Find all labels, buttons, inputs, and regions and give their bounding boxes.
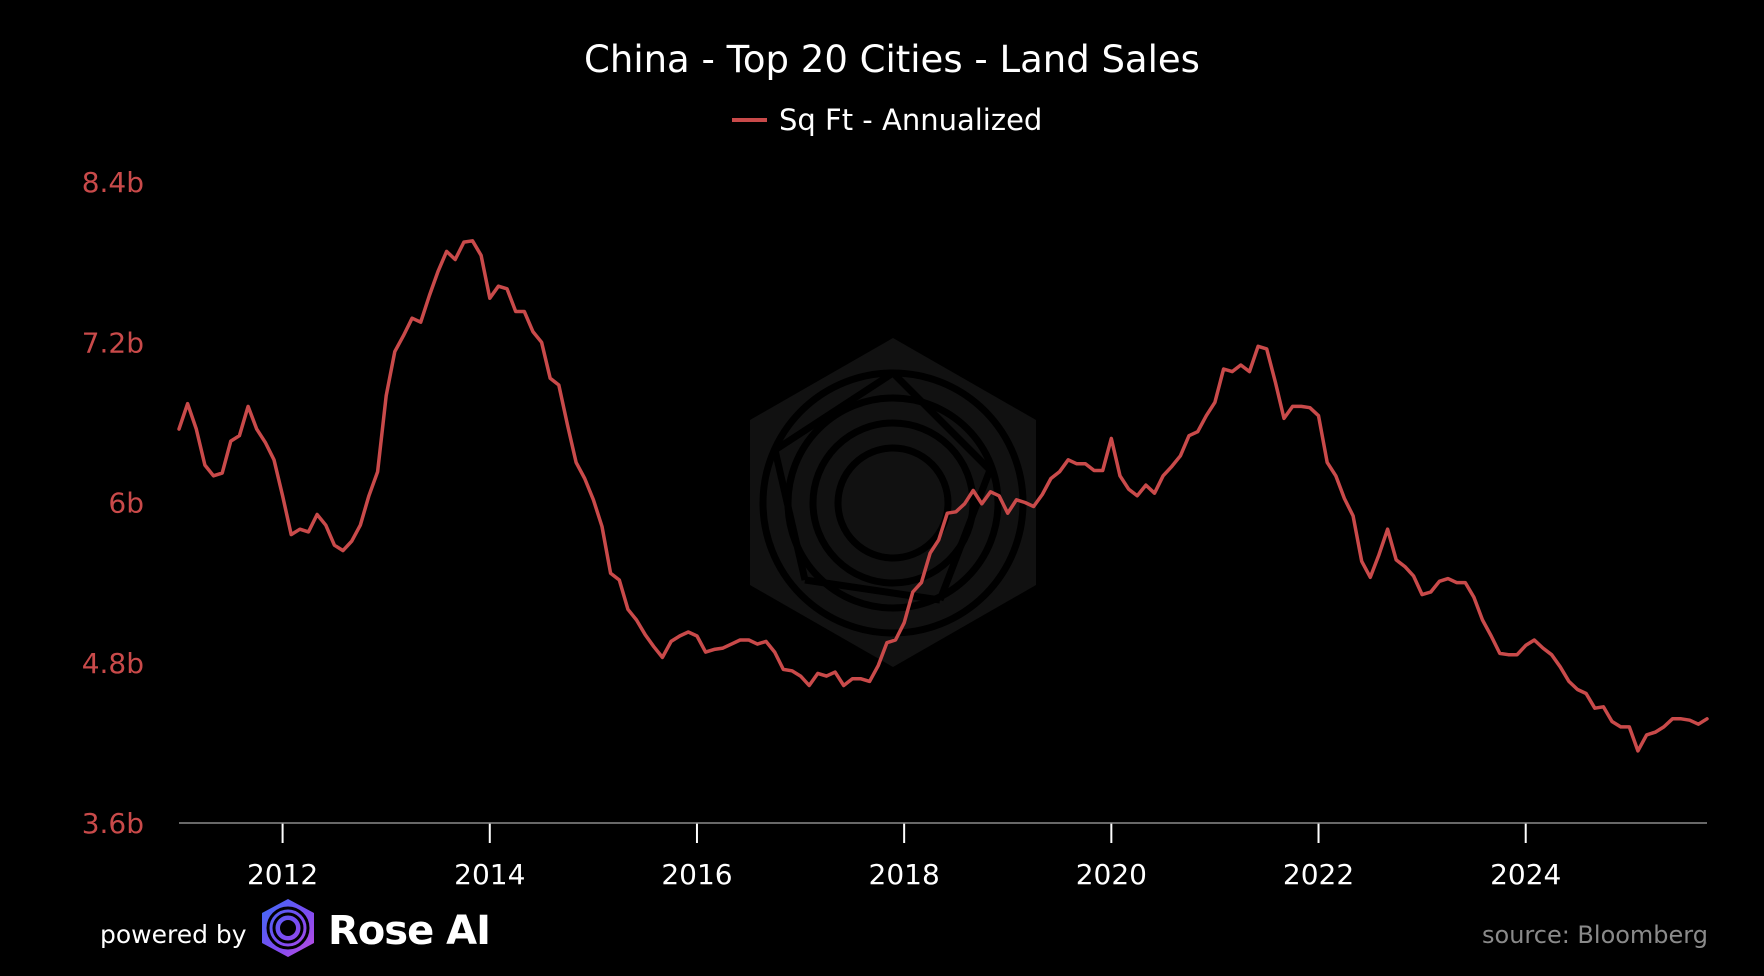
x-tick-label: 2016 xyxy=(661,858,732,891)
x-tick-label: 2014 xyxy=(454,858,525,891)
y-tick-label: 6b xyxy=(108,487,144,520)
series-line xyxy=(177,239,1709,753)
powered-by-label: powered by xyxy=(100,920,247,949)
rose-ai-logo-icon xyxy=(262,899,314,957)
y-tick-label: 4.8b xyxy=(82,647,144,680)
chart-title: China - Top 20 Cities - Land Sales xyxy=(584,38,1200,81)
x-tick-label: 2012 xyxy=(247,858,318,891)
x-tick-label: 2024 xyxy=(1490,858,1561,891)
y-tick-label: 7.2b xyxy=(82,326,144,359)
brand-name: Rose AI xyxy=(328,908,491,954)
x-axis: 2012 2014 2016 2018 2020 2022 2024 xyxy=(247,823,1561,891)
legend: Sq Ft - Annualized xyxy=(732,103,1042,137)
legend-label: Sq Ft - Annualized xyxy=(779,103,1042,137)
x-tick-label: 2020 xyxy=(1076,858,1147,891)
rose-ai-watermark-icon xyxy=(750,338,1036,667)
y-tick-label: 8.4b xyxy=(82,166,144,199)
y-axis: 8.4b 7.2b 6b 4.8b 3.6b xyxy=(82,166,144,840)
x-tick-label: 2022 xyxy=(1283,858,1354,891)
x-tick-label: 2018 xyxy=(869,858,940,891)
y-tick-label: 3.6b xyxy=(82,807,144,840)
source-label: source: Bloomberg xyxy=(1482,921,1708,949)
